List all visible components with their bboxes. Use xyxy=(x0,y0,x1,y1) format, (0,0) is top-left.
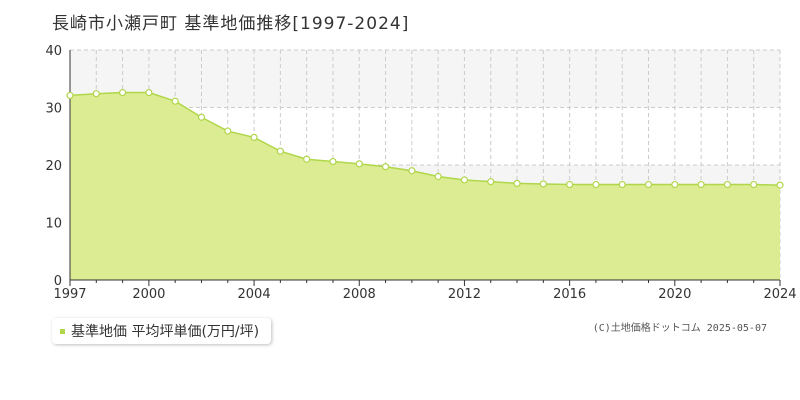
data-point xyxy=(697,180,705,189)
x-tick-label: 1997 xyxy=(53,287,86,302)
data-point xyxy=(539,180,547,188)
source-credit: (C)土地価格ドットコム 2025-05-07 xyxy=(592,323,767,334)
data-point xyxy=(592,180,600,189)
data-point xyxy=(618,180,626,189)
data-point xyxy=(566,180,574,189)
data-point xyxy=(644,180,653,189)
data-point xyxy=(118,88,127,97)
data-point xyxy=(723,180,732,189)
data-point xyxy=(224,127,232,135)
data-point xyxy=(513,179,521,187)
x-tick-label: 2000 xyxy=(132,287,165,302)
data-point xyxy=(750,180,758,189)
x-tick-label: 2012 xyxy=(448,287,481,302)
data-point xyxy=(671,180,679,189)
chart-title: 長崎市小瀬戸町 基準地価推移[1997-2024] xyxy=(52,14,410,34)
legend-swatch xyxy=(60,328,65,334)
area-series xyxy=(69,91,781,280)
area-fill xyxy=(70,92,780,280)
data-point xyxy=(434,172,442,181)
data-point xyxy=(66,91,74,100)
axes xyxy=(69,50,781,286)
data-point xyxy=(197,113,206,121)
data-point xyxy=(329,157,337,166)
y-tick-label: 30 xyxy=(45,102,62,117)
legend: 基準地価 平均坪単価(万円/坪) xyxy=(52,318,272,344)
series-line xyxy=(69,91,781,186)
data-point xyxy=(276,147,284,155)
data-point xyxy=(487,178,495,186)
y-tick-label: 20 xyxy=(45,159,62,174)
data-point xyxy=(303,155,311,163)
y-tick-label: 10 xyxy=(45,217,62,232)
y-tick-label: 40 xyxy=(45,44,62,59)
y-tick-label: 0 xyxy=(54,274,62,289)
x-tick-label: 2016 xyxy=(553,287,586,302)
data-markers xyxy=(66,88,784,189)
data-point xyxy=(355,160,363,168)
data-point xyxy=(250,133,258,141)
x-tick-label: 2024 xyxy=(763,287,796,302)
data-point xyxy=(408,167,416,175)
data-point xyxy=(460,176,469,184)
x-tick-label: 2020 xyxy=(658,287,691,302)
grid-band xyxy=(70,50,780,108)
data-point xyxy=(381,163,390,171)
data-point xyxy=(145,88,153,97)
legend-label: 基準地価 平均坪単価(万円/坪) xyxy=(71,324,260,340)
data-point xyxy=(171,97,179,105)
tick-labels: 0 10 20 30 40 1997 2000 2004 2008 2012 2016 2020 202… xyxy=(45,44,796,302)
data-point xyxy=(92,90,100,98)
x-tick-label: 2004 xyxy=(238,287,271,302)
data-point xyxy=(776,181,784,189)
x-tick-label: 2008 xyxy=(343,287,376,302)
